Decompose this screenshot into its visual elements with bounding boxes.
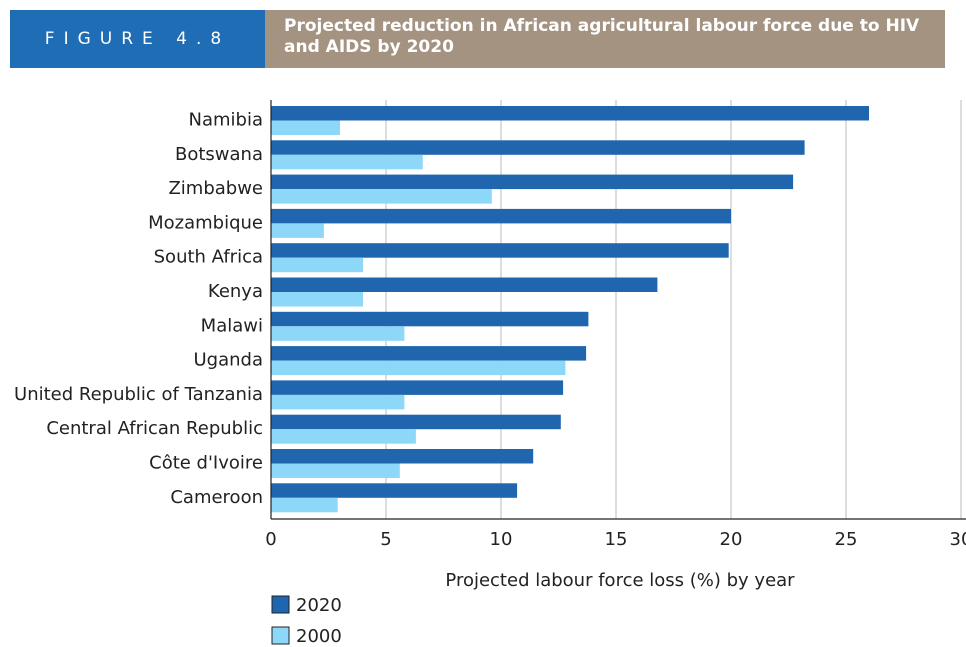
y-tick-label: South Africa — [154, 247, 263, 268]
legend-swatch — [271, 595, 290, 614]
y-tick-label: Botswana — [175, 144, 263, 165]
y-tick-label: Uganda — [194, 350, 264, 371]
y-tick-label: Zimbabwe — [168, 178, 263, 199]
bar — [271, 223, 324, 238]
bar — [271, 292, 363, 307]
bar — [271, 243, 729, 258]
x-axis-label: Projected labour force loss (%) by year — [445, 570, 795, 591]
chart-title: Projected reduction in African agricultu… — [265, 10, 945, 68]
legend-label: 2000 — [296, 626, 342, 647]
bar — [271, 311, 589, 327]
legend-label: 2020 — [296, 595, 342, 616]
y-tick-label: Côte d'Ivoire — [149, 453, 263, 474]
y-tick-label: Namibia — [189, 110, 264, 131]
x-tick-label: 15 — [605, 529, 628, 550]
x-tick-label: 25 — [835, 529, 858, 550]
bar — [271, 414, 561, 430]
y-tick-label: Mozambique — [148, 212, 263, 233]
bar — [271, 140, 805, 155]
x-tick-label: 10 — [490, 529, 513, 550]
bar — [271, 208, 731, 224]
x-tick-label: 30 — [950, 529, 966, 550]
x-tick-label: 5 — [380, 529, 391, 550]
bar — [271, 326, 405, 341]
bar — [271, 346, 587, 361]
y-tick-label: Malawi — [201, 315, 263, 336]
figure-label: FIGURE 4.8 — [10, 10, 265, 68]
bar — [271, 463, 400, 478]
bar — [271, 277, 658, 292]
bar — [271, 120, 340, 135]
bar — [271, 189, 492, 204]
legend-swatch — [271, 626, 290, 645]
bar — [271, 257, 363, 273]
bar — [271, 380, 564, 395]
bar — [271, 497, 338, 513]
bar — [271, 449, 534, 464]
bar — [271, 106, 869, 121]
x-tick-label: 20 — [720, 529, 743, 550]
bar — [271, 429, 416, 444]
y-tick-label: Kenya — [208, 281, 263, 302]
bar — [271, 394, 405, 410]
y-tick-label: United Republic of Tanzania — [14, 384, 263, 405]
bar — [271, 154, 423, 170]
bar — [271, 483, 518, 498]
x-tick-label: 0 — [265, 529, 276, 550]
bar — [271, 174, 794, 190]
y-tick-label: Cameroon — [170, 487, 263, 508]
y-tick-label: Central African Republic — [46, 418, 263, 439]
bar — [271, 360, 566, 376]
